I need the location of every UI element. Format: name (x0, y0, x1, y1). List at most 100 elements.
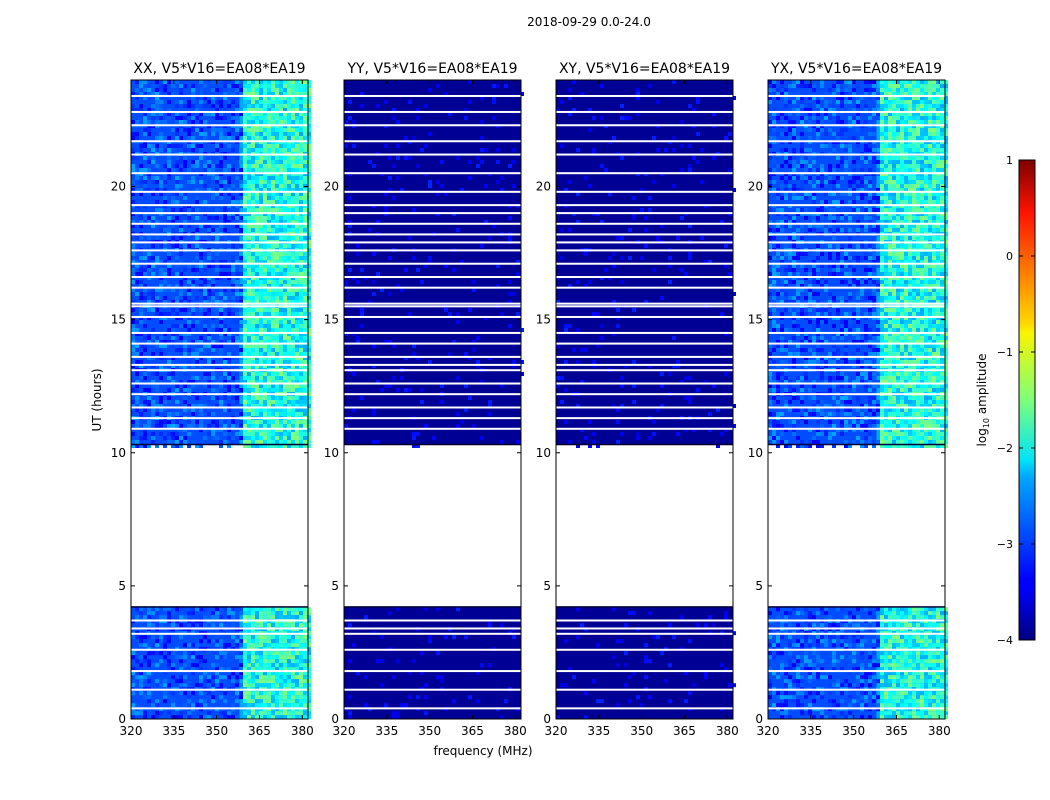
heatmap-cell (492, 84, 496, 88)
heatmap-cell (143, 288, 147, 292)
heatmap-cell (299, 408, 303, 412)
heatmap-cell (187, 300, 191, 304)
heatmap-cell (287, 635, 291, 640)
heatmap-cell (299, 412, 303, 416)
heatmap-cell (163, 691, 167, 696)
heatmap-cell (155, 96, 159, 100)
heatmap-cell (267, 96, 271, 100)
heatmap-cell (295, 208, 299, 212)
heatmap-cell (259, 104, 263, 108)
heatmap-cell (139, 440, 143, 444)
heatmap-cell (163, 683, 167, 688)
heatmap-cell (275, 380, 279, 384)
flagged-row (344, 124, 521, 127)
heatmap-cell (299, 104, 303, 108)
heatmap-cell (259, 711, 263, 716)
heatmap-cell (247, 699, 251, 704)
heatmap-cell (908, 623, 912, 628)
heatmap-cell (279, 148, 283, 152)
heatmap-cell (167, 144, 171, 148)
heatmap-cell (287, 683, 291, 688)
heatmap-cell (163, 300, 167, 304)
heatmap-cell (303, 667, 307, 672)
heatmap-cell (175, 216, 179, 220)
heatmap-cell (255, 388, 259, 392)
heatmap-cell (307, 276, 311, 280)
heatmap-cell (251, 683, 255, 688)
heatmap-cell (512, 292, 516, 296)
heatmap-cell (167, 328, 171, 332)
heatmap-cell (291, 703, 295, 708)
heatmap-cell (159, 320, 163, 324)
heatmap-cell (231, 200, 235, 204)
y-tick-label: 20 (536, 180, 551, 194)
heatmap-cell (143, 615, 147, 620)
heatmap-cell (255, 160, 259, 164)
heatmap-cell (211, 360, 215, 364)
heatmap-cell (644, 675, 648, 680)
heatmap-cell (279, 352, 283, 356)
heatmap-cell (151, 332, 155, 336)
heatmap-cell (271, 292, 275, 296)
heatmap-cell (275, 308, 279, 312)
heatmap-cell (247, 280, 251, 284)
heatmap-cell (628, 675, 632, 680)
heatmap-cell (199, 92, 203, 96)
heatmap-cell (428, 260, 432, 264)
heatmap-cell (211, 316, 215, 320)
heatmap-cell (223, 715, 227, 720)
heatmap-cell (480, 663, 484, 668)
heatmap-cell (139, 352, 143, 356)
heatmap-cell (672, 336, 676, 340)
heatmap-cell (576, 404, 580, 408)
heatmap-cell (223, 332, 227, 336)
heatmap-cell (299, 324, 303, 328)
heatmap-cell (231, 312, 235, 316)
heatmap-cell (888, 611, 892, 616)
heatmap-cell (207, 180, 211, 184)
heatmap-cell (235, 336, 239, 340)
heatmap-cell (291, 108, 295, 112)
heatmap-cell (243, 436, 247, 440)
heatmap-cell (283, 308, 287, 312)
heatmap-cell (187, 332, 191, 336)
heatmap-cell (287, 663, 291, 668)
heatmap-cell (199, 655, 203, 660)
heatmap-cell (267, 200, 271, 204)
heatmap-cell (211, 112, 215, 116)
heatmap-cell (303, 128, 307, 132)
heatmap-cell (167, 683, 171, 688)
heatmap-cell (135, 408, 139, 412)
heatmap-cell (568, 440, 572, 444)
heatmap-cell (151, 264, 155, 268)
heatmap-cell (584, 436, 588, 440)
heatmap-cell (251, 348, 255, 352)
heatmap-cell (916, 607, 920, 612)
heatmap-cell (271, 691, 275, 696)
heatmap-cell (372, 408, 376, 412)
heatmap-cell (131, 192, 135, 196)
heatmap-cell (223, 84, 227, 88)
heatmap-cell (139, 272, 143, 276)
heatmap-cell (171, 92, 175, 96)
heatmap-cell (163, 196, 167, 200)
heatmap-cell (167, 312, 171, 316)
heatmap-cell (231, 611, 235, 616)
heatmap-cell (291, 148, 295, 152)
heatmap-cell (235, 432, 239, 436)
heatmap-cell (303, 236, 307, 240)
heatmap-cell (187, 120, 191, 124)
heatmap-cell (223, 260, 227, 264)
heatmap-cell (271, 256, 275, 260)
heatmap-cell (556, 384, 560, 388)
heatmap-cell (227, 424, 231, 428)
heatmap-cell (612, 607, 616, 612)
heatmap-cell (616, 324, 620, 328)
heatmap-cell (179, 128, 183, 132)
heatmap-cell (267, 691, 271, 696)
heatmap-cell (203, 280, 207, 284)
heatmap-cell (235, 284, 239, 288)
heatmap-cell (287, 444, 291, 448)
heatmap-cell (239, 691, 243, 696)
